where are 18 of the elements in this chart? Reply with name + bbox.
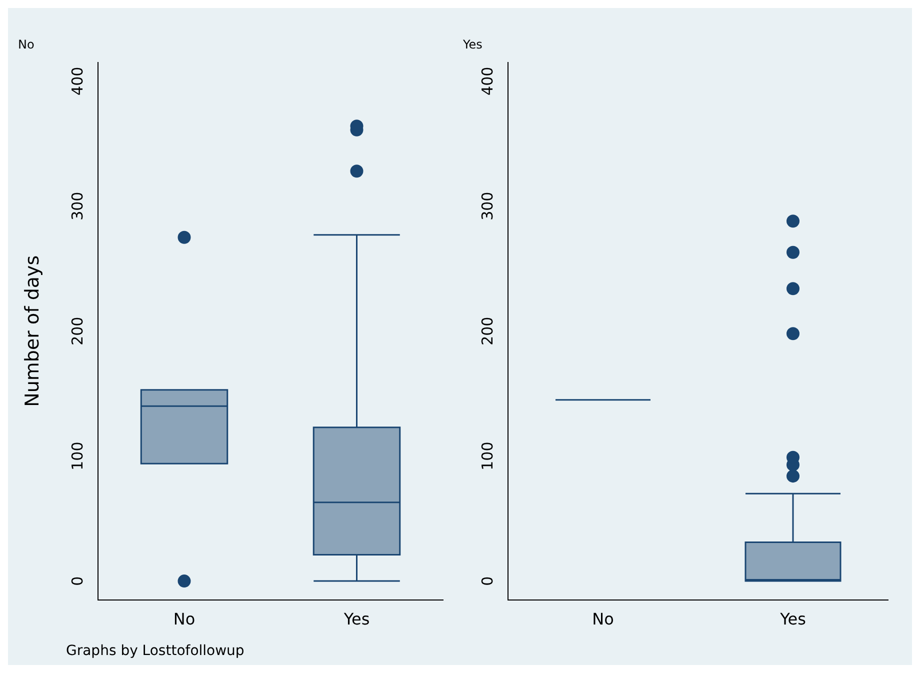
- y-tick-label: 200: [68, 316, 86, 346]
- y-tick-label: 100: [478, 442, 496, 470]
- y-tick-label: 300: [478, 192, 496, 220]
- text: Graphs by Losttofollowup: [66, 643, 246, 659]
- y-axis-title: Number of days: [21, 255, 44, 407]
- y-tick-label: 300: [68, 192, 86, 220]
- y-tick-label: 400: [478, 66, 496, 96]
- x-tick-label: Yes: [779, 610, 806, 629]
- chart-title: Yes: [462, 37, 482, 52]
- x-tick-label: No: [173, 610, 196, 629]
- y-tick-label: 0: [68, 576, 86, 586]
- chart-title: No: [18, 37, 34, 52]
- x-tick-label: No: [592, 610, 614, 629]
- y-tick-label: 0: [478, 576, 496, 586]
- y-tick-label: 400: [68, 66, 86, 96]
- y-tick-label: 100: [68, 442, 86, 470]
- y-tick-label: 200: [478, 316, 496, 346]
- x-tick-label: Yes: [342, 610, 370, 629]
